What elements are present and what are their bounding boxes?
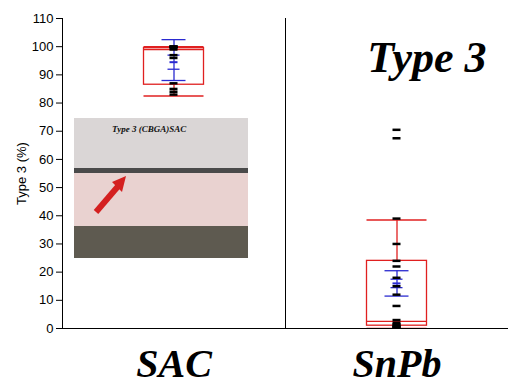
svg-text:40: 40: [39, 208, 53, 223]
svg-text:20: 20: [39, 264, 53, 279]
svg-text:70: 70: [39, 123, 53, 138]
svg-text:10: 10: [39, 292, 53, 307]
svg-text:30: 30: [39, 236, 53, 251]
html-text:Type 3 (CBGA)SAC: Type 3 (CBGA)SAC: [112, 124, 187, 134]
svg-text:100: 100: [32, 39, 54, 54]
svg-text:Type 3: Type 3: [367, 33, 486, 82]
svg-text:90: 90: [39, 67, 53, 82]
svg-text:Type 3 (%): Type 3 (%): [14, 142, 29, 205]
svg-text:SAC: SAC: [136, 341, 213, 386]
svg-text:110: 110: [33, 11, 54, 26]
svg-text:80: 80: [39, 95, 53, 110]
svg-text:SnPb: SnPb: [353, 341, 442, 386]
svg-text:0: 0: [46, 321, 53, 336]
svg-text:50: 50: [39, 180, 53, 195]
svg-text:60: 60: [39, 152, 53, 167]
